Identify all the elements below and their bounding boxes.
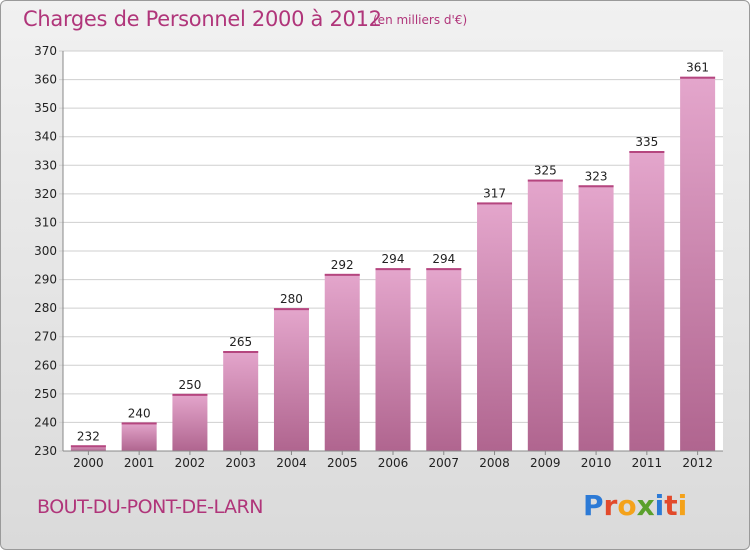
- y-tick-label: 240: [34, 415, 57, 429]
- bar: [527, 179, 563, 452]
- bar: [426, 268, 462, 451]
- bar: [680, 76, 716, 451]
- bar: [324, 273, 360, 451]
- bar-top: [578, 185, 614, 188]
- x-tick-label: 2012: [682, 456, 713, 470]
- bar: [477, 202, 513, 451]
- bar-value-label: 294: [432, 252, 455, 266]
- x-tick-label: 2005: [327, 456, 358, 470]
- bar: [375, 268, 411, 451]
- x-tick-label: 2001: [124, 456, 155, 470]
- bar: [578, 185, 614, 452]
- y-tick-label: 350: [34, 101, 57, 115]
- x-tick-label: 2011: [632, 456, 663, 470]
- y-tick-label: 250: [34, 387, 57, 401]
- bar-value-label: 294: [382, 252, 405, 266]
- bar-top: [680, 76, 716, 79]
- y-tick-label: 270: [34, 330, 57, 344]
- bar-value-label: 317: [483, 186, 506, 200]
- bar-top: [273, 308, 309, 311]
- y-tick-label: 320: [34, 187, 57, 201]
- bar-top: [324, 273, 360, 276]
- place-name: BOUT-DU-PONT-DE-LARN: [37, 496, 263, 518]
- x-tick-label: 2009: [530, 456, 561, 470]
- bar-value-label: 240: [128, 406, 151, 420]
- x-tick-label: 2000: [73, 456, 104, 470]
- bar-top: [172, 393, 208, 396]
- bar-value-label: 335: [635, 135, 658, 149]
- x-tick-label: 2004: [276, 456, 307, 470]
- bar-value-label: 250: [178, 378, 201, 392]
- bar-top: [477, 202, 513, 205]
- bar-value-label: 323: [585, 169, 608, 183]
- x-tick-label: 2007: [428, 456, 459, 470]
- bar-value-label: 280: [280, 292, 303, 306]
- bar-top: [223, 351, 259, 353]
- y-tick-label: 360: [34, 73, 57, 87]
- bar-top: [70, 445, 106, 448]
- x-tick-label: 2010: [581, 456, 612, 470]
- bar: [172, 393, 208, 451]
- chart-title: Charges de Personnel 2000 à 2012: [23, 7, 382, 31]
- bar-top: [527, 179, 563, 182]
- bar: [121, 422, 157, 451]
- x-tick-label: 2002: [175, 456, 206, 470]
- y-tick-label: 280: [34, 301, 57, 315]
- y-tick-label: 330: [34, 158, 57, 172]
- y-tick-label: 370: [34, 44, 57, 58]
- y-tick-label: 310: [34, 215, 57, 229]
- proxiti-logo: Proxiti: [583, 489, 688, 522]
- bar-top: [426, 268, 462, 271]
- y-tick-label: 300: [34, 244, 57, 258]
- x-tick-label: 2008: [479, 456, 510, 470]
- y-tick-label: 230: [34, 444, 57, 458]
- bar-value-label: 232: [77, 429, 100, 443]
- bar: [629, 151, 665, 451]
- y-tick-label: 260: [34, 358, 57, 372]
- y-tick-label: 290: [34, 273, 57, 287]
- x-tick-label: 2003: [225, 456, 256, 470]
- bar-top: [121, 422, 157, 425]
- chart-subtitle: (en milliers d'€): [373, 13, 468, 27]
- bar-top: [375, 268, 411, 271]
- bar-value-label: 292: [331, 258, 354, 272]
- bar-value-label: 325: [534, 164, 557, 178]
- bar-value-label: 361: [686, 61, 709, 75]
- bar-top: [629, 151, 665, 153]
- x-tick-label: 2006: [378, 456, 409, 470]
- bar: [273, 308, 309, 451]
- bar: [223, 351, 259, 451]
- bar-value-label: 265: [229, 335, 252, 349]
- y-tick-label: 340: [34, 130, 57, 144]
- bar: [70, 445, 106, 451]
